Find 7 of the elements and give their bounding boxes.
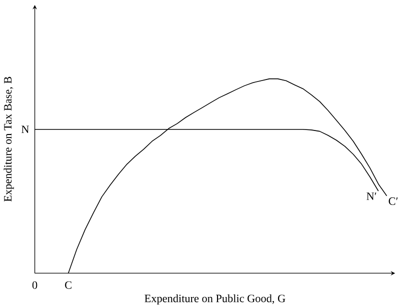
x-axis-title: Expenditure on Public Good, G	[144, 294, 286, 304]
x-tick-label: C	[65, 281, 72, 289]
text: N	[22, 126, 29, 133]
series-label: C′	[388, 197, 398, 205]
x-tick-label: 0	[32, 281, 38, 289]
series-label: N′	[366, 192, 376, 200]
y-axis-title: Expenditure on Tax Base, B	[4, 76, 14, 202]
